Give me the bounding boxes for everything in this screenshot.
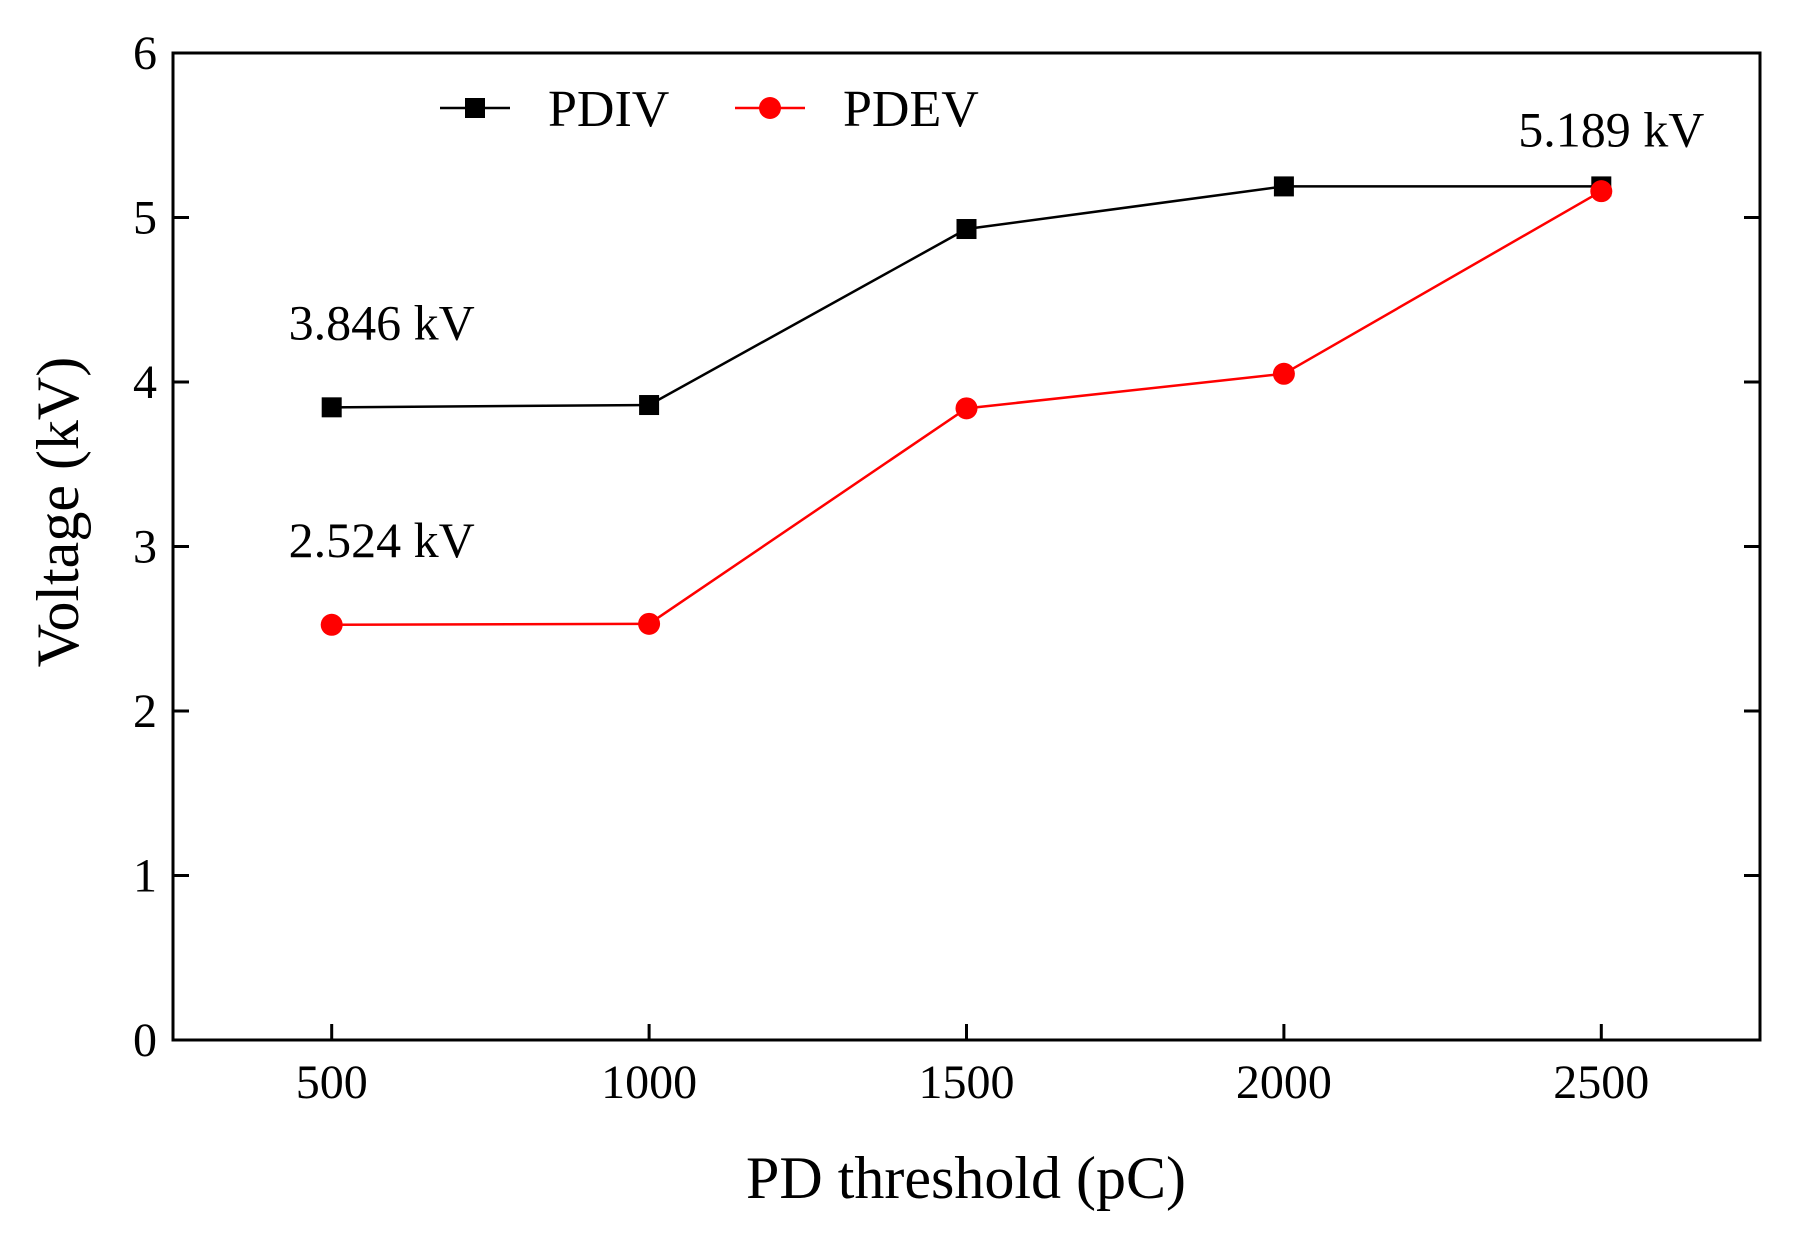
data-label: 3.846 kV (289, 294, 475, 350)
x-tick-label: 1500 (919, 1056, 1015, 1109)
y-tick-label: 0 (133, 1014, 157, 1067)
ticks: 500 1000 1500 2000 2500 0 1 2 3 4 5 6 (133, 27, 1760, 1109)
legend-marker-pdev (759, 97, 781, 119)
x-tick-label: 500 (296, 1056, 368, 1109)
x-tick-label: 2000 (1236, 1056, 1332, 1109)
legend-label-pdiv: PDIV (548, 81, 669, 138)
legend-item-pdev: PDEV (735, 81, 979, 138)
y-tick-label: 3 (133, 521, 157, 574)
data-point-pdiv (956, 219, 977, 240)
data-point-pdev (320, 613, 343, 636)
data-label: 2.524 kV (289, 512, 475, 568)
legend-label-pdev: PDEV (843, 81, 979, 138)
y-axis-title: Voltage (kV) (25, 357, 91, 668)
y-tick-label: 2 (133, 685, 157, 738)
data-point-pdiv (321, 397, 342, 418)
data-label: 5.189 kV (1518, 101, 1704, 157)
data-point-pdiv (639, 395, 660, 416)
data-point-pdev (1590, 180, 1613, 203)
series-group (320, 176, 1613, 636)
series-pdev (320, 180, 1613, 636)
x-tick-label: 2500 (1553, 1056, 1649, 1109)
legend: PDIV PDEV (440, 81, 979, 138)
x-tick-label: 1000 (601, 1056, 697, 1109)
data-point-pdev (955, 397, 978, 420)
data-point-pdev (638, 612, 661, 635)
legend-marker-pdiv (465, 98, 485, 118)
y-tick-label: 4 (133, 356, 157, 409)
y-tick-label: 1 (133, 850, 157, 903)
data-point-pdiv (1273, 176, 1294, 197)
data-point-pdev (1272, 362, 1295, 385)
x-axis-title: PD threshold (pC) (746, 1145, 1186, 1211)
legend-item-pdiv: PDIV (440, 81, 669, 138)
y-tick-label: 5 (133, 192, 157, 245)
y-tick-label: 6 (133, 27, 157, 80)
annotations: 3.846 kV 2.524 kV 5.189 kV (289, 101, 1705, 567)
